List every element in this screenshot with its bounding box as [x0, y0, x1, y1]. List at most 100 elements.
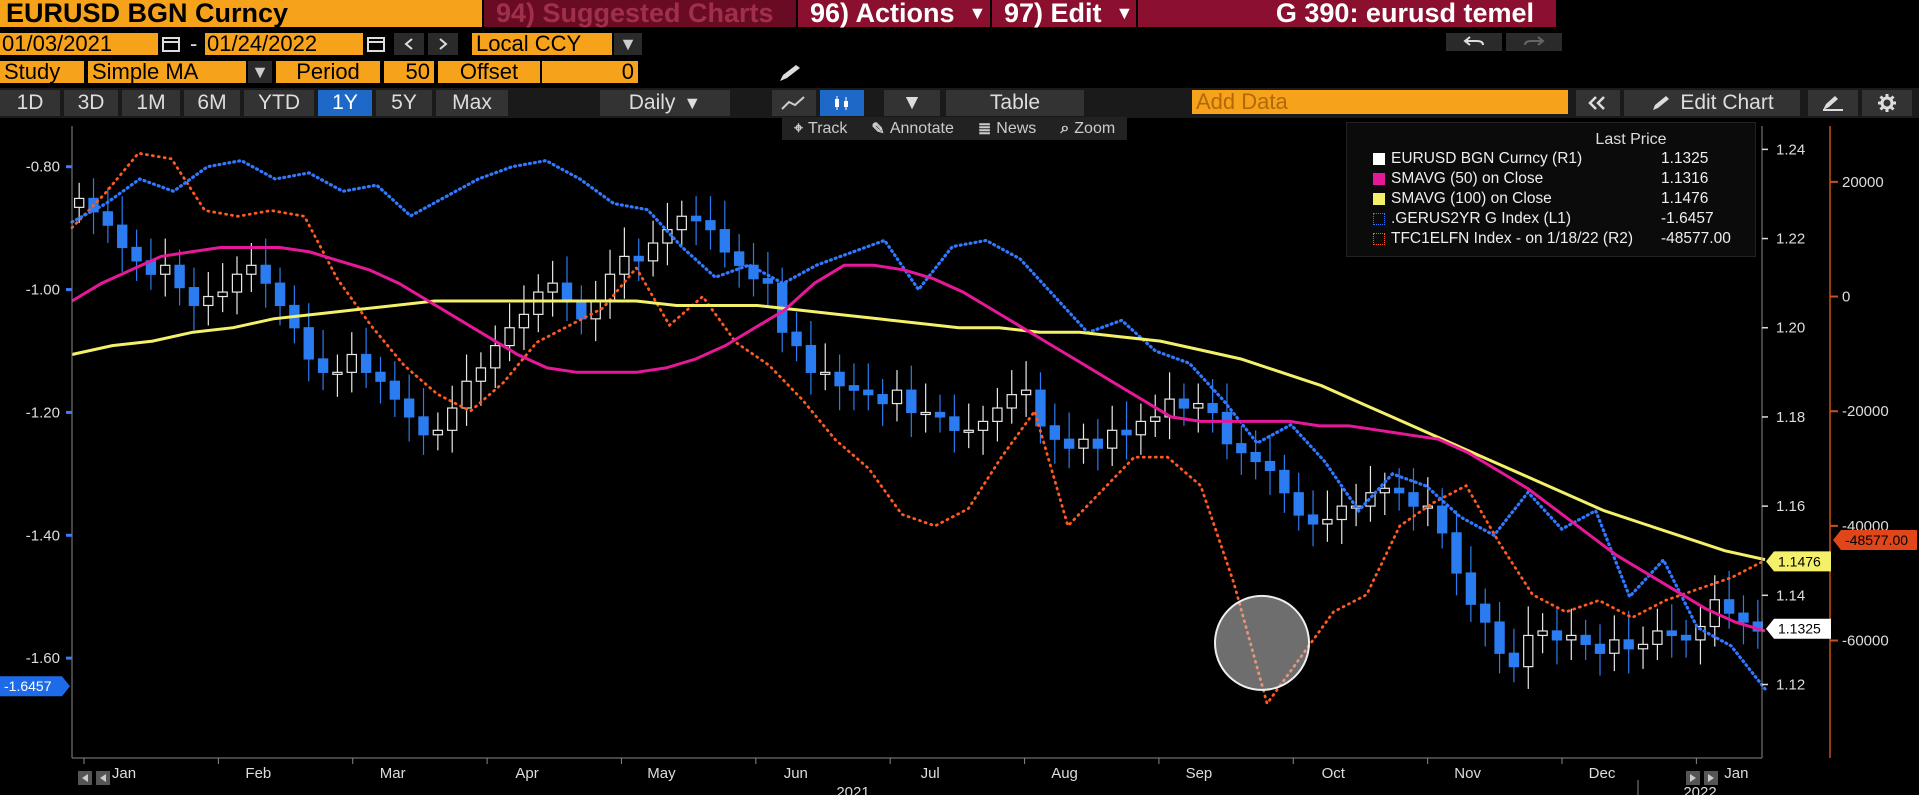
- legend-item[interactable]: SMAVG (100) on Close 1.1476: [1347, 189, 1755, 209]
- currency-select[interactable]: Local CCY: [472, 31, 612, 56]
- line-chart-icon[interactable]: [772, 90, 816, 116]
- start-date-input[interactable]: 01/03/2021: [0, 31, 158, 56]
- candle-body: [1078, 438, 1089, 449]
- candle-body: [1609, 639, 1620, 654]
- pencil-icon[interactable]: [776, 63, 806, 83]
- scroll-right-button[interactable]: [1686, 771, 1700, 785]
- table-button[interactable]: Table: [946, 90, 1084, 116]
- candle-body: [1178, 398, 1190, 409]
- candle-body: [719, 229, 731, 253]
- offset-input[interactable]: 0: [542, 59, 638, 84]
- chevron-down-icon[interactable]: ▼: [248, 61, 272, 83]
- scroll-last-button[interactable]: [1704, 771, 1718, 785]
- legend-item[interactable]: EURUSD BGN Curncy (R1) 1.1325: [1347, 149, 1755, 169]
- range-button-5y[interactable]: 5Y: [376, 90, 432, 116]
- range-button-1m[interactable]: 1M: [122, 90, 180, 116]
- legend-value: 1.1316: [1661, 170, 1709, 187]
- candle-body: [977, 420, 989, 431]
- range-button-max[interactable]: Max: [436, 90, 508, 116]
- scroll-left-button[interactable]: [96, 771, 110, 785]
- candle-body: [1035, 389, 1046, 427]
- candle-body: [1623, 639, 1634, 650]
- right1-tick-label: 1.18: [1776, 409, 1805, 426]
- candle-body: [504, 327, 515, 347]
- edit-menu[interactable]: 97) Edit ▼: [992, 0, 1136, 28]
- legend-swatch: [1373, 153, 1385, 165]
- legend-item[interactable]: .GERUS2YR G Index (L1) -1.6457: [1347, 209, 1755, 229]
- tfc1elfn-line: [70, 151, 1767, 707]
- candle-body: [518, 313, 530, 329]
- period-input[interactable]: 50: [384, 59, 434, 84]
- legend-value: -48577.00: [1661, 230, 1731, 247]
- gear-icon[interactable]: [1862, 90, 1912, 116]
- scroll-first-button[interactable]: [78, 771, 92, 785]
- candlestick-icon[interactable]: [820, 90, 864, 116]
- news-tool[interactable]: ≣ News: [966, 117, 1048, 140]
- legend-header: Last Price: [1595, 131, 1667, 148]
- edit-chart-button[interactable]: Edit Chart: [1624, 90, 1800, 116]
- left-tick-label: -1.40: [26, 527, 60, 544]
- range-button-3d[interactable]: 3D: [64, 90, 118, 116]
- collapse-icon[interactable]: [1576, 90, 1620, 116]
- candle-body: [303, 327, 314, 360]
- legend-label: .GERUS2YR G Index (L1): [1391, 210, 1572, 227]
- study-type-select[interactable]: Simple MA: [88, 59, 246, 84]
- highlight-circle: [1214, 594, 1310, 691]
- chart-settings-icon[interactable]: [1808, 90, 1858, 116]
- chevron-left-icon: [100, 774, 106, 782]
- chevron-down-icon[interactable]: ▼: [614, 33, 642, 55]
- month-label: Mar: [380, 765, 406, 782]
- candle-body: [332, 371, 343, 375]
- actions-menu[interactable]: 96) Actions ▼: [798, 0, 990, 28]
- candle-body: [1523, 634, 1534, 668]
- candle-body: [403, 398, 415, 418]
- gerus2yr-line: [70, 158, 1767, 691]
- range-button-ytd[interactable]: YTD: [244, 90, 314, 116]
- candle-body: [1695, 625, 1706, 641]
- end-date-input[interactable]: 01/24/2022: [205, 31, 363, 56]
- date-range-bar: 01/03/2021 - 01/24/2022 Local CCY ▼: [0, 31, 1919, 61]
- suggested-charts-button[interactable]: 94) Suggested Charts: [484, 0, 796, 28]
- range-button-6m[interactable]: 6M: [184, 90, 240, 116]
- candle-body: [1279, 469, 1290, 494]
- candle-body: [604, 273, 616, 302]
- range-button-1d[interactable]: 1D: [0, 90, 60, 116]
- candle-body: [533, 291, 544, 315]
- value-tag-bg: [0, 676, 70, 697]
- candle-body: [791, 331, 802, 347]
- value-tag-bg: [1766, 551, 1831, 572]
- sma100-value-tag: 1.1476: [1766, 551, 1831, 572]
- legend-item[interactable]: TFC1ELFN Index - on 1/18/22 (R2) -48577.0…: [1347, 229, 1755, 249]
- prev-period-button[interactable]: [394, 33, 424, 55]
- undo-button[interactable]: [1446, 33, 1502, 51]
- redo-button[interactable]: [1506, 33, 1562, 51]
- month-label: Jun: [784, 765, 808, 782]
- candle-body: [590, 300, 601, 320]
- add-data-input[interactable]: Add Data: [1192, 89, 1568, 114]
- value-tag-bg: [1833, 530, 1917, 551]
- price-chart[interactable]: -0.80 -1.00 -1.20 -1.40 -1.60 1.24 1.22 1.20 1.1…: [0, 118, 1919, 795]
- range-toolbar: Daily ▼ ▼ Table Add Data Edit Chart 1D 3D 1…: [0, 88, 1919, 118]
- month-label: Jan: [112, 765, 136, 782]
- annotate-tool[interactable]: ✎ Annotate: [859, 117, 965, 140]
- chevron-down-icon[interactable]: ▼: [884, 90, 940, 116]
- next-period-button[interactable]: [428, 33, 458, 55]
- calendar-icon[interactable]: [161, 35, 183, 53]
- track-tool[interactable]: ⌖ Track: [782, 117, 859, 140]
- candle-body: [805, 344, 817, 373]
- calendar-icon[interactable]: [366, 35, 388, 53]
- security-field[interactable]: EURUSD BGN Curncy: [0, 0, 482, 28]
- year-label: 2022: [1683, 784, 1716, 795]
- candle-body: [461, 380, 472, 409]
- frequency-select[interactable]: Daily ▼: [600, 90, 730, 116]
- candle-body: [1379, 487, 1390, 494]
- right2-tick-label: -60000: [1842, 633, 1889, 650]
- zoom-tool[interactable]: ⌕ Zoom: [1048, 117, 1127, 140]
- candle-body: [1637, 643, 1649, 650]
- left-tick-label: -0.80: [26, 159, 60, 176]
- candle-body: [1322, 518, 1333, 525]
- year-label: 2021: [836, 784, 869, 795]
- range-button-1y[interactable]: 1Y: [318, 90, 372, 116]
- candle-body: [131, 246, 142, 262]
- legend-item[interactable]: SMAVG (50) on Close 1.1316: [1347, 169, 1755, 189]
